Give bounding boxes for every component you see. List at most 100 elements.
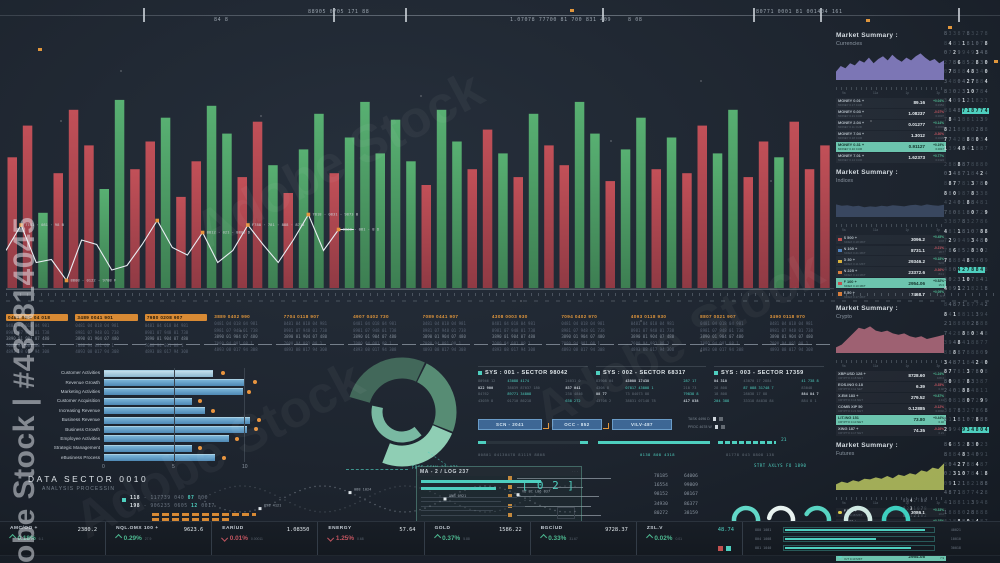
task-row[interactable]: PROC 4678 W [688,425,725,429]
metric-list-row[interactable]: 78185 64006 [508,474,708,483]
metric-list-row[interactable]: 34930 86377 [508,502,708,511]
market-row[interactable]: LIT.ING 151 CRYPTO 0.10 NET 73.80 +0.44% 0.3… [836,414,946,425]
price-bar-up [160,117,171,288]
line-marker [19,223,23,227]
market-row[interactable]: EOS.ING 0.18 CRYPTO 0.11 NET 6.39 -0.35% 0.0… [836,382,946,392]
menu-dots-icon[interactable]: · · · [571,469,578,474]
table-column[interactable]: 7704 0118 907 0481 04 018 04 981 8981 07 9… [284,314,346,364]
sparkle-dot [870,120,872,122]
ticker-tick [602,8,604,22]
market-row[interactable]: MONEY 2.04 + MONEY 0.11 CUR 0.01277 +0.14% 0… [836,120,946,130]
business-metrics-chart[interactable]: Customer Activities Revenue Growth Marketi… [28,368,274,470]
hbar-row[interactable]: eBusiness Process [28,453,274,462]
table-column[interactable]: 3489 0041 901 0481 04 018 04 981 8981 07 9… [75,314,138,364]
ticker-segment[interactable]: ENERGY 57.64 1.25% 0.68 [318,522,425,555]
table-column[interactable]: 4308 0003 930 0481 04 018 04 981 8981 07 9… [492,314,554,364]
table-column[interactable]: 3490 0118 970 0481 04 018 04 981 8981 07 9… [770,314,832,364]
wave-dot [484,511,486,513]
table-column[interactable]: 7089 0441 907 0481 04 018 04 981 8981 07 9… [423,314,485,364]
market-row[interactable]: MONEY 7.01 + MONEY 0.14 CUR 1.62373 +0.77% 0… [836,153,946,163]
market-row[interactable]: F 100 + INDEX 0.10 MKT 2954.06 +0.52% 15.3 [836,278,946,289]
table-column[interactable]: 4907 0402 730 0481 04 018 04 981 8981 07 9… [353,314,415,364]
ticker-progress-row[interactable]: 880 1081 40021 [755,525,990,534]
table-column[interactable]: 4093 0118 930 0481 04 018 04 981 8981 07 9… [631,314,693,364]
id-badge-button[interactable]: SCN - 2041 [478,419,542,430]
checkbox-icon[interactable] [719,417,723,421]
ticker-segment[interactable]: EAR/UD 1.08350 0.01% 0.00011 [212,522,319,555]
checkbox-icon[interactable] [714,425,719,429]
ticker-progress-row[interactable]: 881 1040 30018 [755,543,990,552]
sys-panel-1[interactable]: SYS : 001 - SECTOR 98042 80946 12 43088 41… [478,366,588,404]
table-column[interactable]: 8807 0021 907 0481 04 018 04 981 8981 07 9… [700,314,762,364]
allocation-donut-chart[interactable] [330,356,480,468]
checkbox-icon[interactable] [712,417,717,421]
market-panel-indices[interactable]: Market Summary : Indices 9a 11a 1p 3p S 500 + I… [836,169,946,300]
matrix-digit: 4 [962,340,967,347]
market-row[interactable]: S 500 + INDEX 0.18 MKT 3096.2 +0.45% 13.8 [836,235,946,245]
hbar-row[interactable]: Customer Acquisition [28,396,274,405]
progress-bar [478,441,588,444]
ma-log-panel[interactable]: MA - 2 / LOG 237 · · · [ 0 2 ] [416,466,582,524]
market-row[interactable]: N 225 + INDEX 0.14 MKT 23372.6 -0.36% 84.1 [836,267,946,277]
metric-list-row[interactable]: 80272 38159 [508,511,708,520]
matrix-digit: 8 [953,359,958,366]
metric-list-row[interactable]: 16554 99809 [508,483,708,492]
table-column[interactable]: 7094 0402 970 0481 04 018 04 981 8981 07 9… [561,314,623,364]
hbar-row[interactable]: Strategic Management [28,443,274,452]
hbar-fill [104,388,243,396]
market-row[interactable]: XBP.USD 128 + CRYPTO 0.18 NET 8728.60 +1.24… [836,371,946,381]
matrix-digit: 1 [953,417,958,424]
metric-list-row[interactable]: 98152 08167 [508,492,708,501]
market-row[interactable]: XING 187 + CRYPTO 0.17 NET 74.35 -0.28% 0.21 [836,426,946,436]
market-row[interactable]: D 30 + INDEX 0.11 MKT 29346.2 +0.18% 52.6 [836,256,946,266]
ticker-segment[interactable]: NQL.OMX 100 +9623.6 0.29% 27.9 [106,522,213,555]
sys-panel-2[interactable]: SYS : 002 - SECTOR 68317 83908 04 43088 17… [596,366,706,404]
market-row[interactable]: MONEY 7.04 + MONEY 0.18 CUR 1.3012 -0.30% 0.… [836,131,946,141]
wave-dot [524,499,526,502]
ticker-segment[interactable]: BGC/UD 9728.37 0.33% 31.67 [531,522,637,555]
bullet-icon [508,512,512,517]
table-column[interactable]: 0481 SEC 04 018 0481 04 018 04 981 8981 07… [6,314,69,364]
matrix-digit: 8 [957,499,963,506]
matrix-digit: 7 [966,490,972,497]
main-bar-chart[interactable]: 7781 · 081 · 98 B 8808 · 0122 · 9788 F 881… [6,86,834,290]
market-row[interactable]: COMB XIP 50 CRYPTO 0.21 NET 0.12885 -0.12% 0… [836,404,946,414]
market-row[interactable]: MONEY 0.03 + MONEY 0.21 CUR 1.08237 -0.07% 0… [836,109,946,119]
hbar-row[interactable]: Business Growth [28,424,274,433]
market-row[interactable]: X.EM 183 + CRYPTO 0.14 NET 279.52 +0.87% 2.4… [836,393,946,403]
ticker-segment[interactable]: GOLD 1586.22 0.37% 5.88 [425,522,531,555]
market-panel-crypto[interactable]: Market Summary : Crypto 9a 11a 1p 3p XBP.USD 1… [836,305,946,436]
table-column-header: 0481 SEC 04 018 [6,314,69,321]
price-bar-up [574,101,585,289]
matrix-digit: 8 [984,228,990,235]
wave-dot [214,491,216,494]
matrix-digit: 8 [957,378,963,385]
task-row[interactable]: TASK 4496 D [688,417,723,421]
table-column[interactable]: 3889 0402 990 0481 04 018 04 981 8981 07 9… [214,314,276,364]
sys-panel-3[interactable]: SYS : 003 - SECTOR 17359 84 318 43070 17 2… [714,366,824,404]
id-badge-button[interactable]: VILV-487 [612,419,672,430]
matrix-digit: 7 [948,369,954,376]
market-row[interactable]: N 100 + INDEX 0.21 MKT 8731.1 -0.21% 18.7 [836,246,946,256]
market-row[interactable]: E 50 + INDEX 0.17 MKT 7468.7 +0.09% 6.7 [836,289,946,299]
hbar-row[interactable]: Revenue Growth [28,377,274,386]
ticker-progress-row[interactable]: 804 1008 10010 [755,534,990,543]
hbar-row[interactable]: Increasing Revenue [28,406,274,415]
id-badge-button[interactable]: OCC - 852 [552,419,602,430]
market-row[interactable]: MONEY 0.31 + MONEY 0.10 CUR 0.91127 +0.19% 0… [836,141,946,152]
matrix-digit: 8 [975,146,981,153]
hbar-row[interactable]: Employee Activities [28,434,274,443]
ticker-segment[interactable]: ZSL.V 48.74 0.02% 0.01 [637,522,743,555]
matrix-digit: 9 [962,50,967,57]
ticker-segment[interactable]: AMC/OO +2380.2 0.18% 6.1 [0,522,107,555]
table-column[interactable]: 7980 0208 907 0481 04 018 04 981 8981 07 9… [144,314,208,364]
hbar-row[interactable]: Business Revenue [28,415,274,424]
checkbox-icon[interactable] [721,425,725,429]
market-panel-currencies[interactable]: Market Summary : Currencies 9a 11a 1p 3p MONEY… [836,32,946,163]
market-row-name: D 30 + [843,256,856,262]
ticker-flag-squares [717,538,734,556]
market-row[interactable]: MONEY 0.01 + MONEY 0.17 CUR 89.16 +0.04% 0.0… [836,98,946,108]
matrix-digit: 4 [948,40,954,47]
hbar-row[interactable]: Marketing Activities [28,387,274,396]
hbar-row[interactable]: Customer Activities [28,368,274,377]
